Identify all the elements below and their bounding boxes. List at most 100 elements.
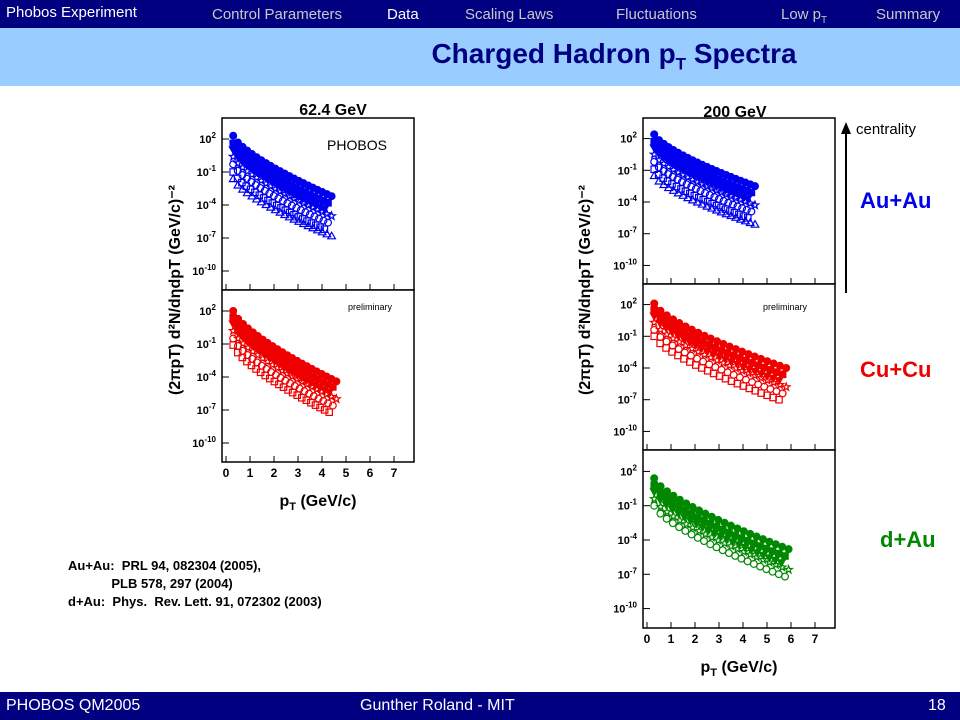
data-point <box>692 197 703 206</box>
nav-scaling-laws[interactable]: Scaling Laws <box>465 6 554 23</box>
nav-low-pt[interactable]: Low pT <box>781 6 827 26</box>
page-title: Charged Hadron pT Spectra <box>0 38 960 75</box>
data-point <box>731 543 743 554</box>
page-number: 18 <box>928 697 946 714</box>
x-tick-label: 5 <box>764 632 771 646</box>
data-point <box>701 180 713 191</box>
spectrum-panel: 102 10-1 10-4 10-7 10-10 <box>192 289 415 463</box>
data-point <box>682 192 693 202</box>
data-point <box>648 148 660 160</box>
data-point <box>307 398 315 407</box>
data-point <box>783 563 795 575</box>
data-point <box>301 378 313 390</box>
data-point <box>667 332 679 344</box>
data-point <box>316 386 328 397</box>
data-point <box>229 160 238 169</box>
x-tick-label: 7 <box>812 632 819 646</box>
x-tick-label: 3 <box>716 632 723 646</box>
top-nav-bar: Phobos Experiment Control Parameters Dat… <box>0 0 960 28</box>
data-point <box>229 313 238 322</box>
data-point <box>784 545 793 554</box>
data-point <box>706 540 715 549</box>
data-point <box>261 199 271 209</box>
y-tick-label: 10-1 <box>197 336 217 351</box>
data-point <box>694 506 703 515</box>
data-point <box>749 199 761 210</box>
data-point <box>781 552 789 560</box>
data-point <box>327 192 336 201</box>
y-tick-label: 10-7 <box>618 226 638 241</box>
data-point <box>758 535 767 544</box>
data-point <box>703 197 712 206</box>
data-point <box>673 336 685 347</box>
data-point <box>237 161 249 173</box>
data-point <box>662 317 671 326</box>
data-point <box>270 204 281 214</box>
data-point <box>681 187 690 196</box>
data-point <box>780 381 792 392</box>
x-tick-label: 6 <box>788 632 795 646</box>
data-point <box>662 494 671 502</box>
data-point <box>726 521 735 530</box>
data-point <box>768 547 777 555</box>
data-point <box>669 498 677 507</box>
y-tick-label: 10-1 <box>197 164 217 179</box>
data-point <box>705 341 714 349</box>
system-label-auau: Au+Au <box>860 188 932 213</box>
data-point <box>745 217 756 227</box>
data-point <box>748 359 756 367</box>
data-point <box>668 321 677 330</box>
data-point <box>715 186 727 198</box>
data-point <box>228 146 239 155</box>
data-point <box>711 184 723 196</box>
data-point <box>326 230 337 240</box>
data-point <box>247 191 257 200</box>
nav-summary[interactable]: Summary <box>876 6 941 23</box>
data-point <box>712 534 724 546</box>
data-point <box>718 525 727 534</box>
data-point <box>650 501 659 510</box>
data-point <box>247 345 259 357</box>
nav-control-parameters[interactable]: Control Parameters <box>212 6 343 23</box>
data-point <box>650 306 659 314</box>
data-point <box>730 362 742 373</box>
data-point <box>729 351 738 360</box>
centrality-arrow-icon <box>841 122 851 134</box>
data-point <box>772 368 781 376</box>
data-point <box>746 529 755 538</box>
data-point <box>275 207 285 216</box>
data-point <box>322 229 332 238</box>
data-point <box>749 369 761 381</box>
data-point <box>293 391 302 400</box>
data-point <box>693 335 701 343</box>
data-point <box>693 533 702 542</box>
data-point <box>649 144 660 153</box>
data-point <box>649 312 660 322</box>
data-point <box>242 187 253 197</box>
data-point <box>662 514 671 523</box>
data-point <box>682 171 694 183</box>
system-label-cucu: Cu+Cu <box>860 357 932 382</box>
reference-line: d+Au: Phys. Rev. Lett. 91, 072302 (2003) <box>68 594 322 609</box>
data-point <box>719 537 731 549</box>
data-point <box>725 190 737 201</box>
data-point <box>744 197 756 209</box>
nav-data[interactable]: Data <box>387 6 419 23</box>
data-point <box>661 328 673 340</box>
spectrum-panel: 102 10-1 10-4 10-7 10-10 <box>192 117 415 291</box>
data-point <box>739 527 748 536</box>
data-point <box>237 337 249 349</box>
data-point <box>308 222 318 232</box>
data-point <box>298 218 309 228</box>
x-tick-label: 0 <box>223 466 230 480</box>
data-point <box>650 299 659 308</box>
data-point <box>302 199 314 211</box>
nav-fluctuations[interactable]: Fluctuations <box>616 6 697 23</box>
data-point <box>669 491 678 500</box>
data-point <box>306 381 318 392</box>
energy-label-200: 200 GeV <box>703 104 766 121</box>
data-point <box>229 131 238 140</box>
data-point <box>776 561 788 572</box>
y-tick-label: 10-4 <box>618 360 638 375</box>
data-point <box>717 357 729 368</box>
